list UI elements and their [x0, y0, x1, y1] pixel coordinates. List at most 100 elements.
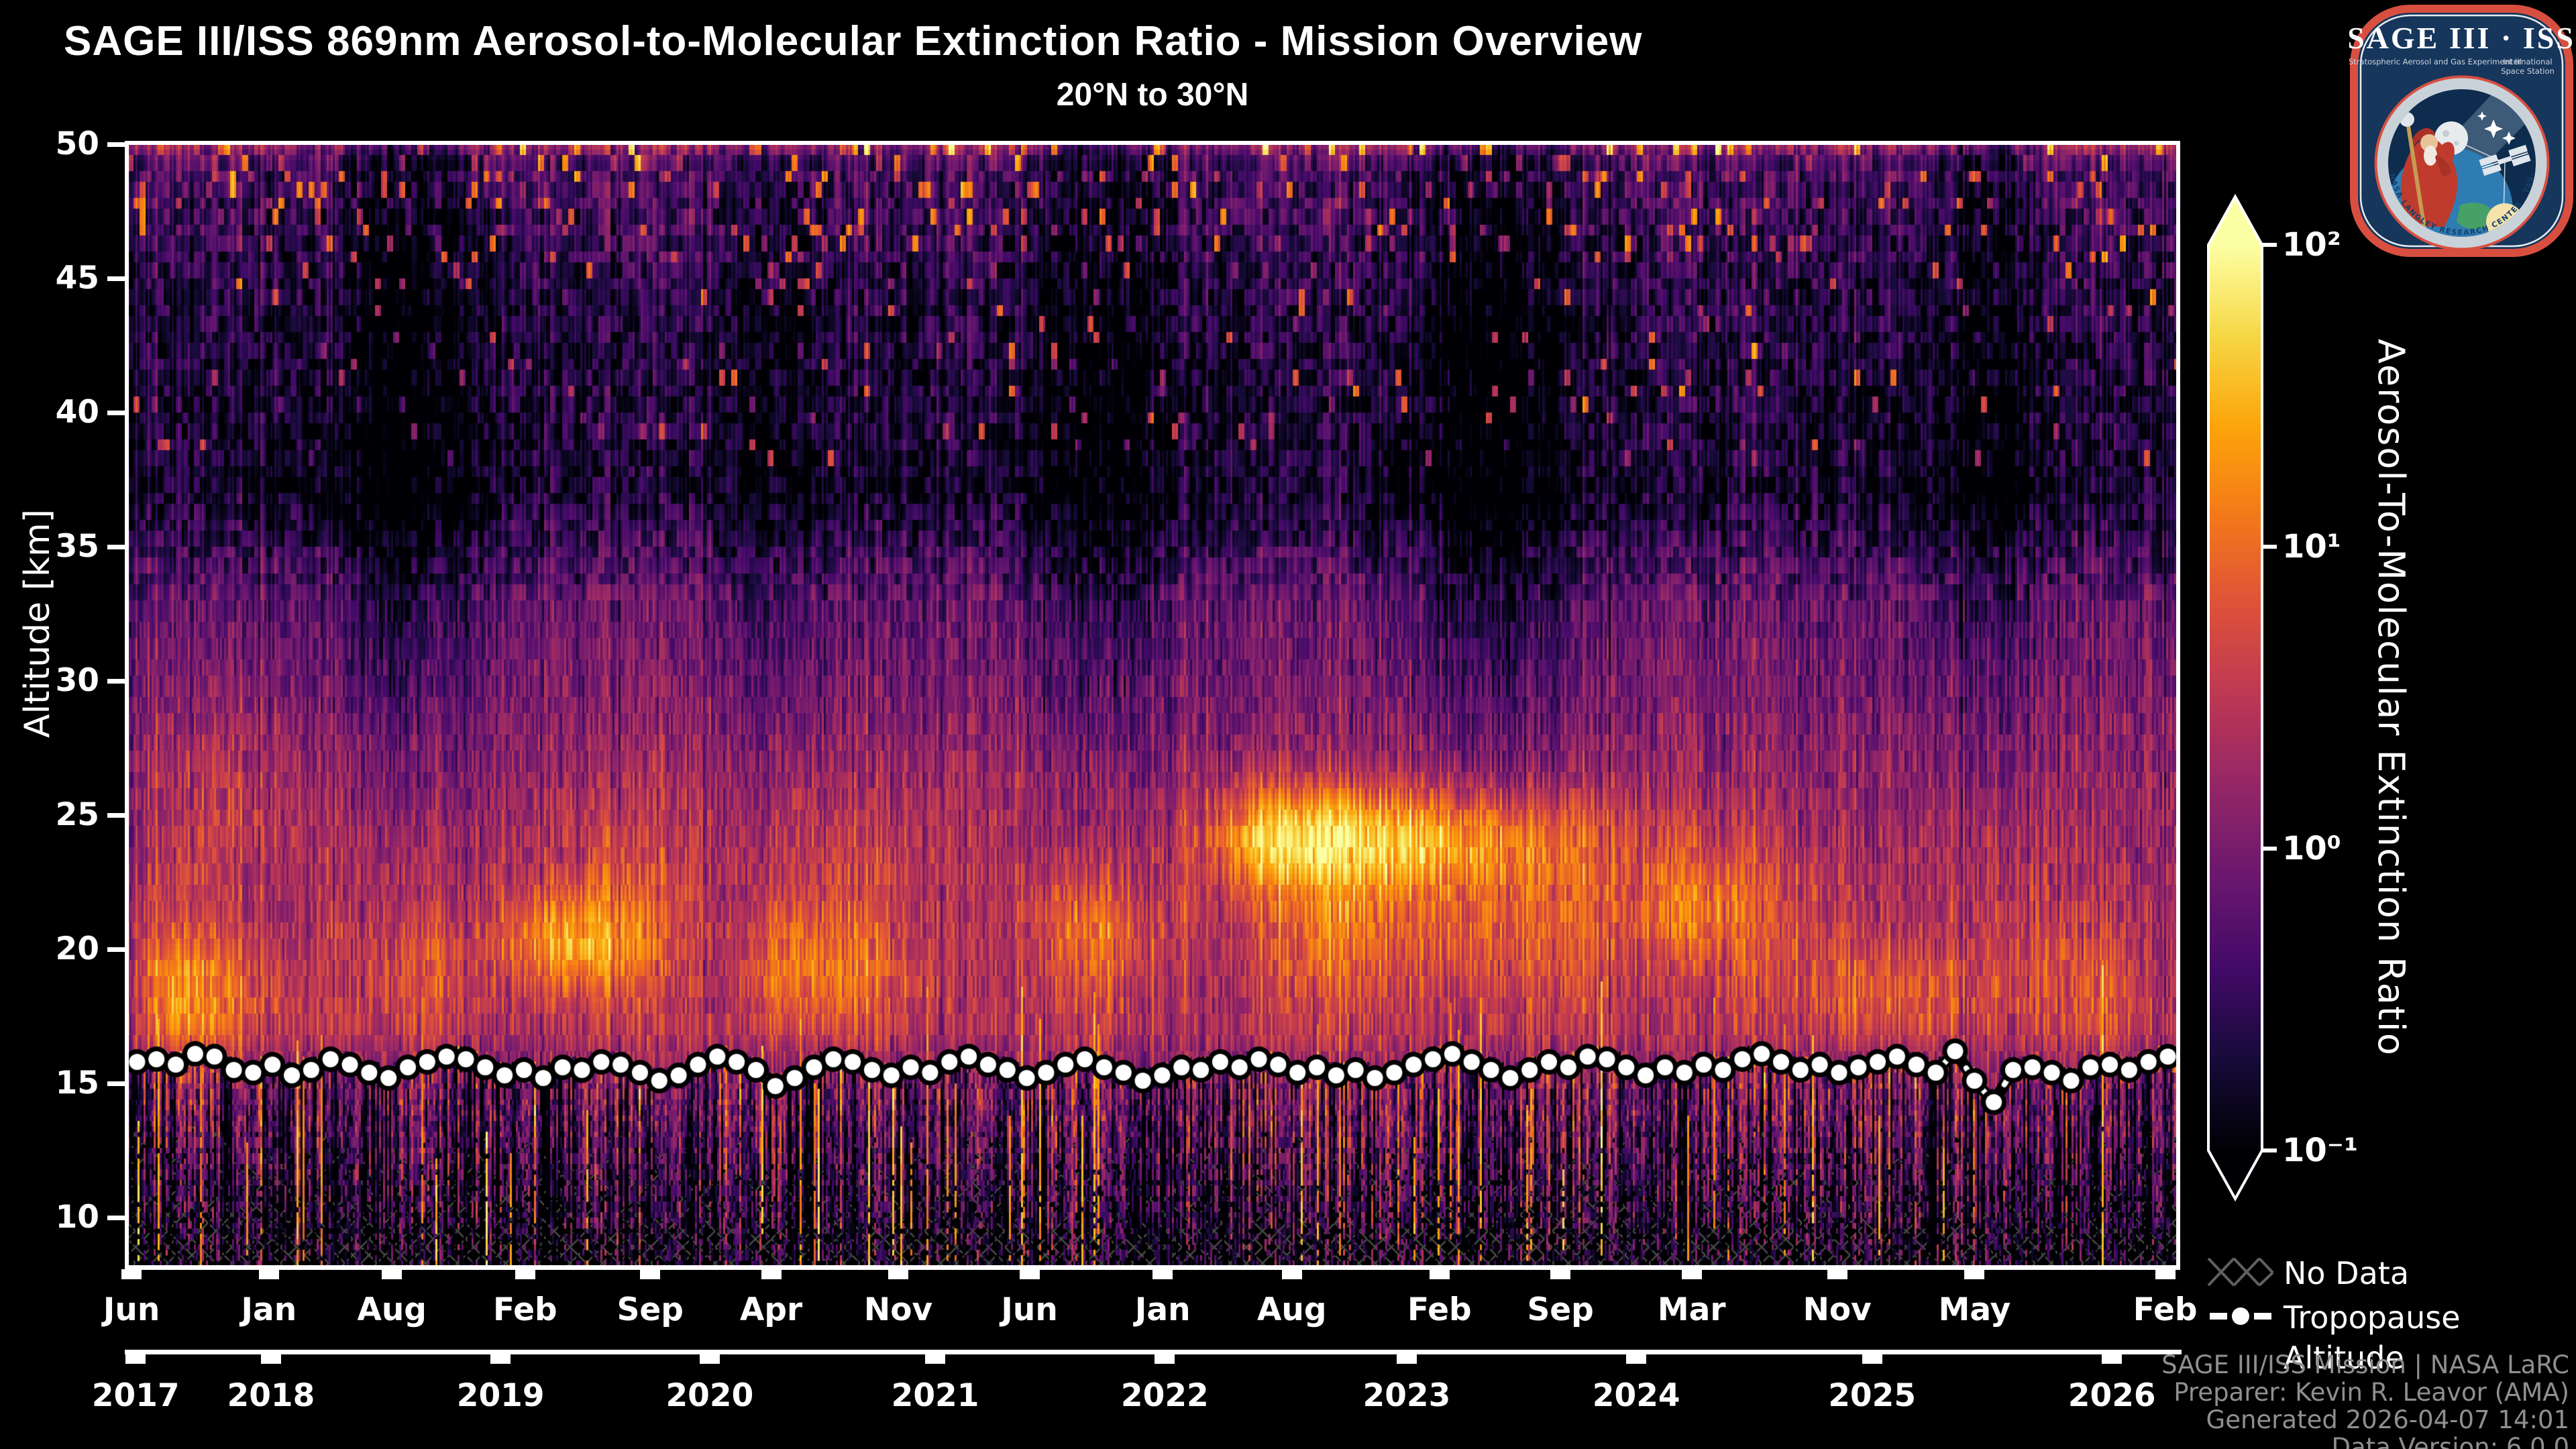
- month-tick-mark: [2155, 1269, 2176, 1279]
- month-tick-mark: [640, 1269, 661, 1279]
- patch-ring-outer: [2374, 75, 2550, 251]
- month-tick-mark: [1550, 1269, 1571, 1279]
- credit-mission: SAGE III/ISS Mission | NASA LaRC: [2161, 1350, 2569, 1379]
- month-tick-label: Jun: [1001, 1291, 1058, 1328]
- colorbar-tick-mark: [2261, 847, 2277, 851]
- altitude-tick-mark: [107, 545, 125, 549]
- month-tick-mark: [1019, 1269, 1040, 1279]
- altitude-tick-mark: [107, 813, 125, 818]
- altitude-tick-mark: [107, 276, 125, 281]
- colorbar-tick-label: 10⁻¹: [2282, 1132, 2359, 1169]
- month-tick-label: Sep: [1527, 1291, 1594, 1328]
- credit-data-version: Data Version: 6.0.0: [2331, 1433, 2569, 1449]
- month-tick-label: May: [1938, 1291, 2011, 1328]
- plot-right-spine: [2176, 141, 2180, 1270]
- credit-generated: Generated 2026-04-07 14:01: [2206, 1405, 2569, 1434]
- patch-scene: [2388, 89, 2536, 237]
- extinction-ratio-heatmap-canvas: [127, 144, 2178, 1266]
- year-tick-mark: [2102, 1354, 2123, 1364]
- altitude-tick-label: 35: [55, 528, 99, 565]
- year-tick-mark: [1396, 1354, 1417, 1364]
- patch-subtitle-iss-1: International: [2503, 57, 2552, 66]
- year-tick-mark: [1862, 1354, 1882, 1364]
- year-tick-mark: [1626, 1354, 1647, 1364]
- plot-left-spine: [125, 141, 129, 1270]
- page-title: SAGE III/ISS 869nm Aerosol-to-Molecular …: [64, 18, 1643, 64]
- month-tick-mark: [121, 1269, 142, 1279]
- month-tick-mark: [515, 1269, 535, 1279]
- month-tick-label: Jan: [1134, 1291, 1191, 1328]
- patch-subtitle-sage: Stratospheric Aerosol and Gas Experiment…: [2349, 57, 2522, 66]
- altitude-tick-label: 40: [55, 394, 99, 431]
- altitude-tick-label: 20: [55, 930, 99, 967]
- month-tick-mark: [1681, 1269, 1702, 1279]
- arm: [2435, 155, 2451, 177]
- no-data-hatch-icon: [2207, 1257, 2274, 1287]
- colorbar: [2207, 193, 2263, 1202]
- altitude-tick-label: 10: [55, 1199, 99, 1236]
- year-tick-mark: [125, 1354, 146, 1364]
- tropopause-line-icon: [2210, 1303, 2271, 1330]
- year-tick-label: 2021: [891, 1377, 979, 1414]
- month-tick-label: Apr: [739, 1291, 803, 1328]
- year-tick-label: 2017: [91, 1377, 180, 1414]
- star: [2484, 119, 2503, 138]
- month-axis-line: [125, 1265, 2180, 1270]
- altitude-tick-mark: [107, 1081, 125, 1086]
- mission-patch-logo: SAGE III · ISS Stratospheric Aerosol and…: [2349, 4, 2574, 257]
- colorbar-tick-mark: [2261, 1148, 2277, 1152]
- altitude-tick-label: 15: [55, 1065, 99, 1102]
- colorbar-tick-label: 10⁰: [2282, 830, 2341, 868]
- month-tick-label: Feb: [492, 1291, 557, 1328]
- month-tick-label: Aug: [357, 1291, 427, 1328]
- year-tick-mark: [1155, 1354, 1175, 1364]
- colorbar-axis-label: Aerosol-To-Molecular Extinction Ratio: [2370, 339, 2412, 1057]
- altitude-tick-mark: [107, 679, 125, 684]
- year-tick-mark: [925, 1354, 946, 1364]
- month-tick-mark: [382, 1269, 402, 1279]
- month-tick-mark: [761, 1269, 782, 1279]
- month-tick-mark: [258, 1269, 279, 1279]
- month-tick-label: Feb: [1407, 1291, 1472, 1328]
- altitude-tick-label: 25: [55, 796, 99, 833]
- month-tick-label: Nov: [1803, 1291, 1872, 1328]
- month-tick-mark: [1964, 1269, 1985, 1279]
- month-tick-mark: [1429, 1269, 1450, 1279]
- star: [2502, 131, 2516, 145]
- month-tick-label: Aug: [1257, 1291, 1327, 1328]
- colorbar-tick-label: 10²: [2282, 226, 2341, 264]
- legend-no-data-label: No Data: [2284, 1255, 2410, 1291]
- altitude-tick-mark: [107, 411, 125, 415]
- altitude-tick-mark: [107, 142, 125, 147]
- month-tick-mark: [1281, 1269, 1302, 1279]
- altitude-tick-mark: [107, 1216, 125, 1220]
- month-tick-label: Sep: [616, 1291, 684, 1328]
- staff: [2406, 125, 2426, 229]
- month-tick-label: Nov: [863, 1291, 933, 1328]
- year-tick-label: 2024: [1592, 1377, 1680, 1414]
- year-tick-label: 2020: [665, 1377, 754, 1414]
- month-tick-label: Mar: [1657, 1291, 1726, 1328]
- year-tick-label: 2019: [456, 1377, 545, 1414]
- year-tick-mark: [699, 1354, 720, 1364]
- patch-subtitle-iss-2: Space Station: [2501, 66, 2555, 76]
- colorbar-tick-mark: [2261, 544, 2277, 549]
- legend-tropopause-label: Tropopause Altitude: [2284, 1299, 2461, 1376]
- month-tick-label: Jan: [241, 1291, 297, 1328]
- year-tick-label: 2018: [227, 1377, 315, 1414]
- year-tick-mark: [490, 1354, 511, 1364]
- credit-preparer: Preparer: Kevin R. Leavor (AMA): [2174, 1378, 2569, 1407]
- colorbar-tick-label: 10¹: [2282, 527, 2341, 566]
- star: [2477, 111, 2487, 121]
- colorbar-gradient-bar: [2207, 193, 2263, 1202]
- credits-block: SAGE III/ISS Mission | NASA LaRC Prepare…: [2161, 1351, 2569, 1449]
- month-tick-mark: [888, 1269, 909, 1279]
- year-tick-mark: [260, 1354, 281, 1364]
- month-tick-mark: [1827, 1269, 1847, 1279]
- patch-title: SAGE III · ISS: [2349, 21, 2574, 55]
- plot-top-spine: [125, 141, 2180, 145]
- year-tick-label: 2026: [2068, 1377, 2156, 1414]
- altitude-tick-label: 45: [55, 260, 99, 297]
- altitude-tick-label: 50: [55, 125, 99, 162]
